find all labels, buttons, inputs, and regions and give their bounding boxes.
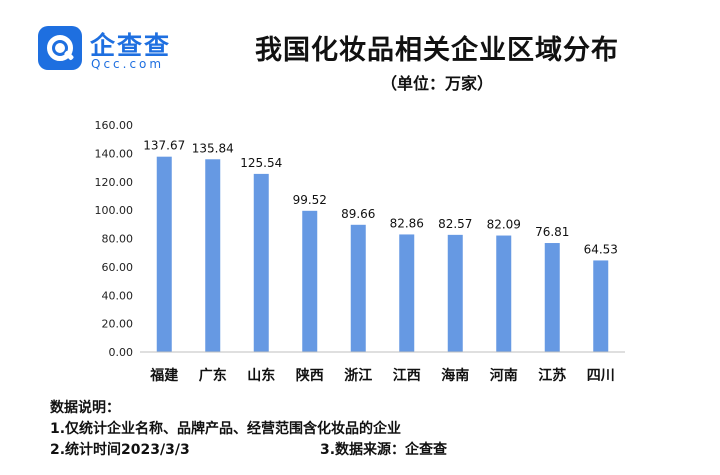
bar-value-label: 125.54 — [240, 156, 282, 170]
y-tick-label: 0.00 — [109, 346, 134, 359]
y-tick-label: 80.00 — [102, 233, 134, 246]
x-tick-label: 四川 — [587, 368, 615, 384]
notes-line-2: 2.统计时间2023/3/3 — [50, 442, 190, 458]
y-tick-label: 160.00 — [95, 119, 134, 132]
bar-value-label: 82.09 — [487, 218, 521, 232]
bar — [399, 234, 415, 352]
bar — [205, 159, 221, 352]
bar — [447, 234, 463, 352]
notes-row-2: 2.统计时间2023/3/3 3.数据来源：企查查 — [50, 440, 447, 461]
notes-line-1: 1.仅统计企业名称、品牌产品、经营范围含化妆品的企业 — [50, 421, 402, 437]
x-tick-label: 江西 — [393, 367, 421, 384]
notes-line-3: 3.数据来源：企查查 — [320, 442, 448, 458]
bar — [350, 224, 366, 352]
notes: 数据说明： 1.仅统计企业名称、品牌产品、经营范围含化妆品的企业 2.统计时间2… — [50, 398, 447, 461]
bar — [593, 260, 609, 352]
y-tick-label: 40.00 — [102, 289, 134, 302]
y-axis: 0.00 20.00 40.00 60.00 80.00 100.00 120.00 140.… — [95, 119, 134, 359]
y-tick-label: 120.00 — [95, 176, 134, 189]
bars — [156, 156, 609, 352]
x-tick-label: 广东 — [199, 367, 227, 384]
logo-text-cn: 企查查 — [90, 31, 172, 60]
x-tick-label: 浙江 — [344, 367, 372, 384]
x-tick-label: 江苏 — [538, 367, 566, 384]
y-tick-label: 60.00 — [102, 261, 134, 274]
bar — [544, 243, 560, 352]
chart-title: 我国化妆品相关企业区域分布 — [255, 35, 619, 66]
bar-value-label: 76.81 — [535, 225, 569, 239]
bar-value-label: 99.52 — [293, 193, 327, 207]
x-axis: 福建 广东 山东 陕西 浙江 江西 海南 河南 江苏 四川 — [149, 367, 615, 384]
bar-value-label: 64.53 — [584, 242, 618, 256]
y-tick-label: 20.00 — [102, 318, 134, 331]
qcc-logo: 企查查 Qcc.com — [38, 26, 188, 74]
bar — [496, 235, 512, 352]
x-tick-label: 山东 — [247, 367, 275, 384]
bar — [253, 173, 269, 352]
bar-value-label: 82.57 — [438, 217, 472, 231]
notes-heading: 数据说明： — [50, 400, 120, 416]
x-tick-label: 福建 — [149, 367, 178, 384]
x-tick-label: 海南 — [441, 367, 469, 384]
bar-value-label: 89.66 — [341, 207, 375, 221]
y-tick-label: 140.00 — [95, 147, 134, 160]
y-tick-label: 100.00 — [95, 204, 134, 217]
qcc-logo-icon — [38, 26, 82, 70]
bar — [156, 156, 172, 352]
bar — [302, 210, 318, 352]
bar-value-label: 135.84 — [192, 141, 234, 155]
chart-subtitle: （单位：万家） — [380, 74, 493, 93]
bar-value-label: 137.67 — [143, 139, 185, 153]
x-tick-label: 陕西 — [296, 367, 324, 384]
bar-value-label: 82.86 — [390, 216, 424, 230]
x-tick-label: 河南 — [490, 367, 518, 384]
logo-text-en: Qcc.com — [91, 57, 165, 71]
data-labels: 137.67 135.84 125.54 99.52 89.66 82.86 82.57 82… — [143, 139, 618, 257]
